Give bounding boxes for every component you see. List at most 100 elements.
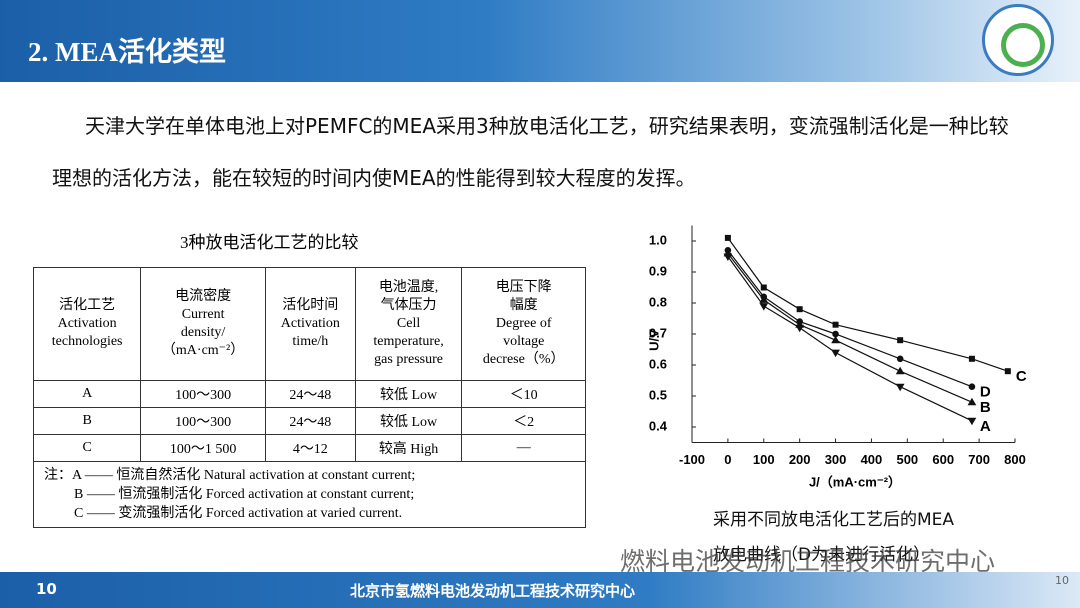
x-tick-label: 300	[825, 452, 847, 467]
table-title: 3种放电活化工艺的比较	[180, 233, 359, 252]
header-line: 活化工艺	[59, 298, 116, 313]
page-number: 10	[1055, 574, 1069, 587]
header-line: temperature,	[373, 334, 444, 349]
table-cell: 100～1 500	[140, 434, 266, 462]
y-tick-label: 1.0	[649, 232, 667, 247]
point	[896, 355, 904, 363]
x-tick-label: 400	[861, 452, 883, 467]
point	[796, 306, 803, 313]
header-bar: 2. MEA活化类型	[0, 0, 1080, 82]
note-line: C —— 变流强制活化 Forced activation at varied …	[74, 506, 403, 521]
point	[1004, 368, 1011, 375]
logo	[982, 4, 1054, 76]
y-tick-label: 0.4	[649, 418, 668, 433]
slide-title: 2. MEA活化类型	[28, 37, 226, 67]
header-line: （mA·cm⁻²）	[161, 343, 245, 358]
body-text: 天津大学在单体电池上对PEMFC的MEA采用3种放电活化工艺，研究结果表明，变流…	[52, 114, 1009, 190]
table-row: C 100～1 500 4～12 较高 High —	[32, 434, 586, 462]
point	[897, 337, 904, 344]
table-cell: C	[32, 434, 142, 462]
line	[727, 253, 973, 403]
point	[724, 234, 731, 241]
line	[727, 256, 973, 422]
header-cell: 活化时间 Activation time/h	[264, 267, 356, 381]
point	[895, 383, 905, 392]
header-line: technologies	[51, 334, 123, 349]
point	[832, 321, 839, 328]
x-tick-label: 600	[932, 452, 954, 467]
point	[967, 417, 977, 426]
header-cell: 活化工艺 Activation technologies	[32, 267, 142, 381]
header-cell: 电流密度 Current density/ （mA·cm⁻²）	[140, 267, 266, 381]
header-line: Activation	[57, 316, 117, 331]
y-tick-label: 0.5	[649, 387, 667, 402]
point	[759, 295, 769, 303]
note-line: 注：A —— 恒流自然活化 Natural activation at cons…	[44, 468, 416, 483]
header-line: decrese（%）	[482, 352, 565, 367]
header-line: 电池温度,	[378, 280, 439, 295]
header-line: 活化时间	[282, 298, 339, 313]
header-line: 幅度	[509, 298, 538, 313]
header-line: density/	[180, 325, 226, 340]
footer-text: 北京市氢燃料电池发动机工程技术研究中心	[350, 582, 636, 600]
table-cell: ＜2	[461, 407, 586, 435]
page-number: 10	[36, 580, 57, 598]
header-line: Current	[181, 307, 225, 322]
x-tick-label: -100	[679, 452, 705, 467]
header-line: time/h	[292, 334, 329, 349]
table-cell: 4～12	[264, 434, 356, 462]
point	[895, 366, 905, 375]
header-line: voltage	[503, 334, 545, 349]
header-line: Activation	[280, 316, 340, 331]
header-line: 气体压力	[380, 298, 437, 313]
point	[831, 335, 840, 344]
y-tick-label: 0.6	[649, 356, 667, 371]
table-cell: 100～300	[140, 380, 266, 408]
note-cell: 注：A —— 恒流自然活化 Natural activation at cons…	[33, 461, 586, 528]
line	[727, 249, 973, 388]
caption: 采用不同放电活化工艺后的MEA	[713, 510, 955, 530]
x-axis-label: J/（mA·cm⁻²）	[809, 474, 901, 489]
comparison-table: 活化工艺 Activation technologies 电流密度 Current den…	[32, 267, 586, 528]
series-label: A	[980, 418, 991, 435]
point	[760, 284, 767, 291]
y-axis-label: U/V	[646, 329, 661, 351]
note-line: B —— 恒流强制活化 Forced activation at constan…	[74, 487, 415, 502]
x-tick-label: 200	[789, 452, 811, 467]
table-row: B 100～300 24～48 较低 Low ＜2	[32, 407, 586, 435]
point	[968, 383, 976, 390]
header-cell: 电压下降 幅度 Degree of voltage decrese（%）	[461, 267, 586, 381]
header-line: gas pressure	[374, 352, 443, 367]
table-cell: B	[32, 407, 142, 435]
table-cell: 24～48	[264, 380, 356, 408]
table-cell: ＜10	[461, 380, 586, 408]
header-line: Cell	[396, 316, 421, 331]
y-tick-label: 0.7	[649, 325, 667, 340]
header-line: 电流密度	[175, 289, 232, 304]
footer-bar: 10 北京市氢燃料电池发动机工程技术研究中心 10	[0, 572, 1080, 608]
note-row: 注：A —— 恒流自然活化 Natural activation at cons…	[33, 461, 586, 528]
table-cell: —	[461, 434, 586, 462]
table-cell: 较低 Low	[354, 407, 463, 435]
table-cell: 100～300	[140, 407, 266, 435]
point	[759, 303, 769, 311]
x-tick-label: 0	[724, 452, 731, 467]
x-tick-label: 700	[968, 452, 990, 467]
x-tick-label: 800	[1004, 452, 1026, 467]
point	[967, 397, 977, 406]
table-cell: 24～48	[264, 407, 356, 435]
point	[968, 355, 975, 362]
header-cell: 电池温度, 气体压力 Cell temperature, gas pressure	[354, 267, 463, 381]
watermark: 燃料电池发动机工程技术研究中心	[620, 547, 996, 576]
header-line: 电压下降	[495, 280, 552, 295]
x-tick-label: 500	[896, 452, 918, 467]
y-tick-label: 0.8	[649, 294, 667, 309]
table-cell: 较高 High	[354, 434, 463, 462]
x-tick-label: 100	[753, 452, 775, 467]
series-label: C	[1016, 368, 1027, 385]
chart: 0.4 0.5 0.6 0.7 0.8 0.9 1.0 -100 0 100 200 300 400 50…	[646, 225, 1027, 489]
caption: 放电曲线（D为未进行活化）	[713, 545, 931, 565]
table-cell: 较低 Low	[354, 380, 463, 408]
point	[831, 349, 840, 358]
